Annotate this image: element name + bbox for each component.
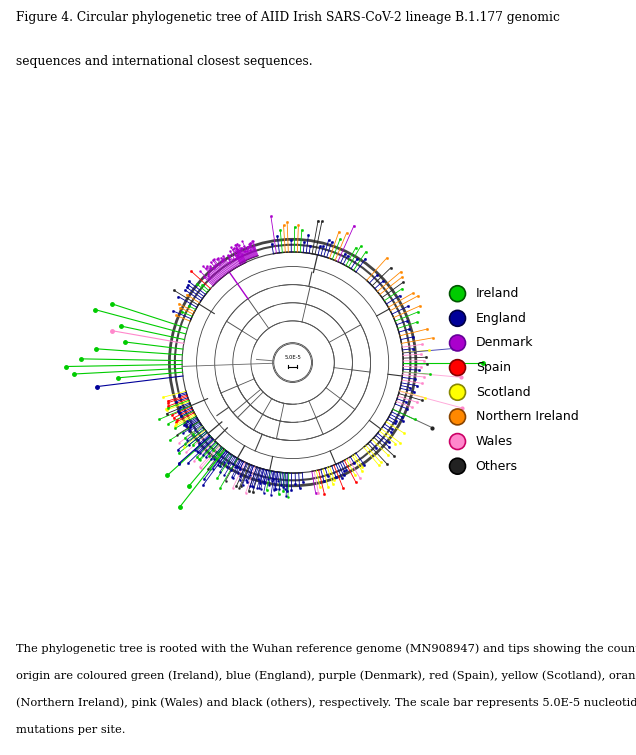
Text: Northern Ireland: Northern Ireland xyxy=(476,411,578,424)
Text: (Northern Ireland), pink (Wales) and black (others), respectively. The scale bar: (Northern Ireland), pink (Wales) and bla… xyxy=(16,698,636,708)
Text: mutations per site.: mutations per site. xyxy=(16,725,125,735)
Circle shape xyxy=(450,335,466,351)
Text: The phylogenetic tree is rooted with the Wuhan reference genome (MN908947) and t: The phylogenetic tree is rooted with the… xyxy=(16,644,636,655)
Circle shape xyxy=(450,433,466,449)
Text: Others: Others xyxy=(476,460,518,473)
Text: Wales: Wales xyxy=(476,435,513,448)
Text: sequences and international closest sequences.: sequences and international closest sequ… xyxy=(16,54,312,68)
Circle shape xyxy=(450,359,466,375)
Circle shape xyxy=(450,310,466,326)
Text: Scotland: Scotland xyxy=(476,386,530,399)
Circle shape xyxy=(450,458,466,474)
Text: origin are coloured green (Ireland), blue (England), purple (Denmark), red (Spai: origin are coloured green (Ireland), blu… xyxy=(16,670,636,681)
Text: 5.0E-5: 5.0E-5 xyxy=(284,356,301,360)
Text: Figure 4. Circular phylogenetic tree of AIID Irish SARS-CoV-2 lineage B.1.177 ge: Figure 4. Circular phylogenetic tree of … xyxy=(16,11,560,24)
Circle shape xyxy=(450,285,466,302)
Text: England: England xyxy=(476,312,527,325)
Text: Spain: Spain xyxy=(476,361,511,374)
Circle shape xyxy=(450,409,466,425)
Circle shape xyxy=(450,384,466,400)
Circle shape xyxy=(273,344,312,381)
Text: Ireland: Ireland xyxy=(476,287,519,300)
Text: Denmark: Denmark xyxy=(476,337,533,350)
